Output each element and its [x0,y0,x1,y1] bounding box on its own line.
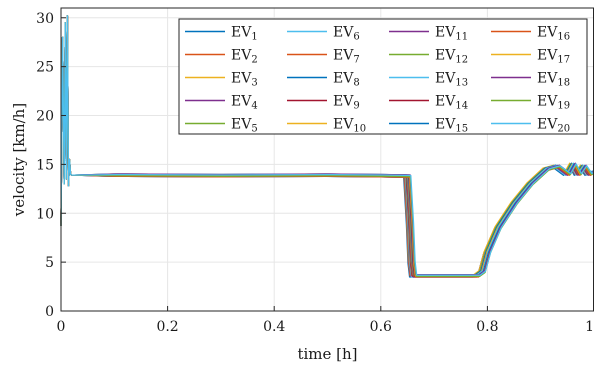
y-tick-label: 15 [36,157,54,173]
legend-item-ev8: EV8 [287,71,360,89]
y-axis-label: velocity [km/h] [10,103,28,217]
y-tick-label: 10 [36,206,54,222]
legend-item-ev4: EV4 [185,94,258,112]
y-tick-label: 0 [45,304,54,320]
x-axis-ticks: 0 0.2 0.4 0.6 0.8 1 [57,306,594,335]
y-tick-label: 30 [36,11,54,27]
legend-item-ev5: EV5 [185,117,258,135]
legend-item-ev2: EV2 [185,48,258,66]
legend-label: EV4 [231,94,258,112]
x-axis-label: time [h] [297,345,357,363]
legend-label: EV1 [231,25,258,43]
legend-item-ev1: EV1 [185,25,258,43]
legend-item-ev6: EV6 [287,25,360,43]
legend-label: EV9 [333,94,360,112]
legend-item-ev7: EV7 [287,48,360,66]
legend: EV1EV2EV3EV4EV5EV6EV7EV8EV9EV10EV11EV12E… [178,18,588,135]
legend-label: EV8 [333,71,360,89]
x-tick-label: 0.2 [156,319,178,335]
legend-label: EV3 [231,71,258,89]
x-tick-label: 1 [585,319,594,335]
legend-item-ev9: EV9 [287,94,360,112]
x-tick-label: 0.8 [476,319,498,335]
legend-label: EV5 [231,117,258,135]
y-tick-label: 20 [36,109,54,125]
legend-label: EV2 [231,48,258,66]
x-tick-label: 0.4 [263,319,285,335]
x-tick-label: 0.6 [370,319,392,335]
legend-label: EV7 [333,48,360,66]
legend-box [178,18,588,135]
x-tick-label: 0 [57,319,66,335]
y-tick-label: 5 [45,255,54,271]
series-line-ev20 [60,15,594,276]
y-axis-ticks: 0 5 10 15 20 25 30 [36,11,66,320]
series-lines [60,15,594,278]
legend-item-ev3: EV3 [185,71,258,89]
y-tick-label: 25 [36,60,54,76]
legend-label: EV6 [333,25,360,43]
